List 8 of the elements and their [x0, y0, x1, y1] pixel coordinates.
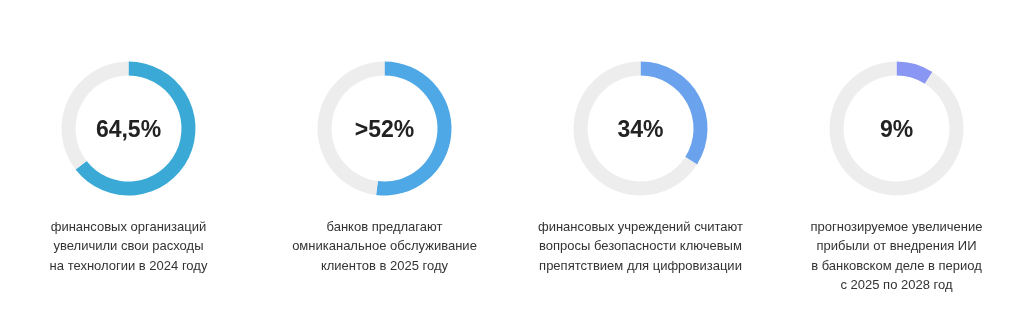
text: >52% [354, 115, 415, 142]
text: прогнозируемое увеличение прибыли от внедрения ИИ в банковском деле в период с 2025 по 2028 год [810, 218, 983, 292]
text: банков предлагают омниканальное обслуживание клиентов в 2025 году [292, 218, 477, 273]
text: 34% [617, 115, 664, 142]
text: 9% [879, 115, 914, 142]
text: 64,5% [95, 115, 162, 142]
text: финансовых учреждений считают вопросы безопасности ключевым препятствием для цифровизации [537, 218, 744, 273]
text: финансовых организаций увеличили свои расходы на технологии в 2024 году [49, 218, 208, 273]
